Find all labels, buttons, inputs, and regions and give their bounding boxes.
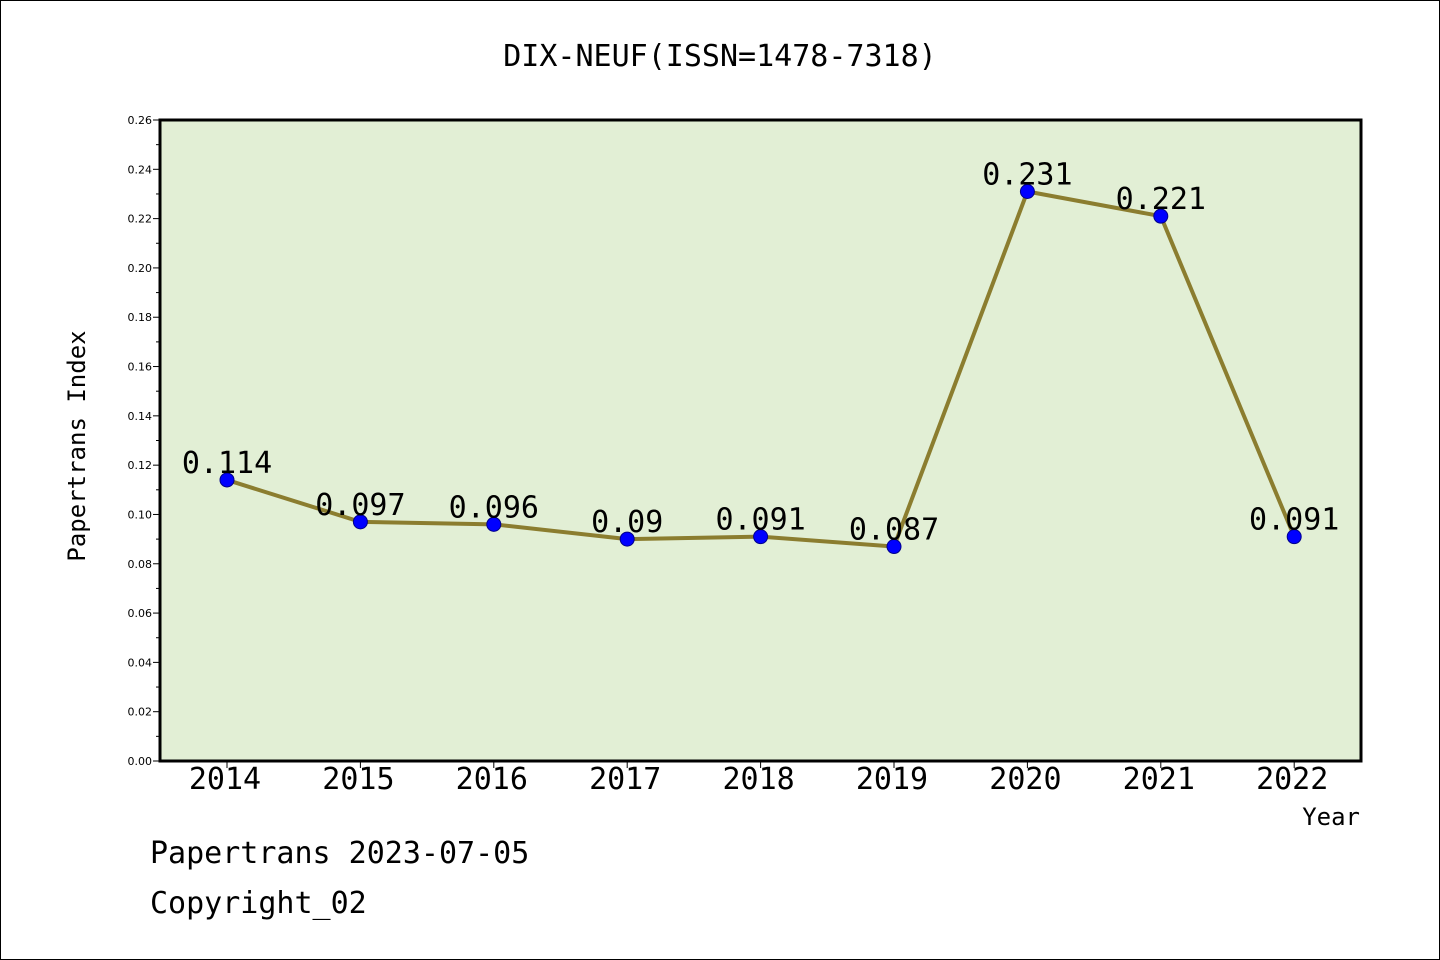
y-tick-label: 0.16 [128, 361, 153, 374]
y-tick-label: 0.18 [128, 311, 153, 324]
y-tick-label: 0.26 [128, 114, 153, 127]
y-tick-label: 0.02 [128, 706, 153, 719]
data-point [753, 529, 769, 545]
y-axis: 0.00 0.02 0.04 0.06 0.08 0.10 0.12 0.14 0.16 0.18… [128, 114, 160, 768]
data-label: 0.087 [849, 513, 939, 548]
data-point [1286, 529, 1302, 545]
chart-title: DIX-NEUF(ISSN=1478-7318) [503, 39, 936, 74]
series: 0.114 0.097 0.096 0.09 0.091 0.087 0.231 0.221 0… [182, 157, 1339, 555]
data-label: 0.097 [315, 488, 405, 523]
x-axis: 2014 2015 2016 2017 2018 2019 2020 2021 2022 [189, 761, 1328, 797]
data-label: 0.091 [715, 503, 805, 538]
y-tick-label: 0.12 [128, 459, 153, 472]
x-tick-label: 2020 [989, 762, 1061, 797]
x-tick-label: 2015 [322, 762, 394, 797]
data-label: 0.09 [591, 505, 663, 540]
data-point [1019, 183, 1035, 199]
data-label: 0.231 [982, 157, 1072, 192]
x-tick-label: 2017 [589, 762, 661, 797]
x-tick-label: 2019 [856, 762, 928, 797]
data-label: 0.114 [182, 446, 272, 481]
y-tick-label: 0.10 [128, 508, 153, 521]
footer-date-line: Papertrans 2023-07-05 [150, 836, 530, 871]
y-tick-label: 0.20 [128, 262, 153, 275]
x-tick-label: 2021 [1123, 762, 1195, 797]
y-tick-label: 0.22 [128, 213, 153, 226]
data-label: 0.096 [449, 490, 539, 525]
y-tick-label: 0.08 [128, 558, 153, 571]
data-point [219, 472, 235, 488]
plot-area [158, 118, 1363, 763]
y-tick-label: 0.06 [128, 607, 153, 620]
data-point [1153, 208, 1169, 224]
y-tick-label: 0.24 [128, 163, 153, 176]
x-tick-label: 2018 [722, 762, 794, 797]
x-tick-label: 2014 [189, 762, 261, 797]
x-axis-label: Year [1302, 803, 1360, 831]
x-tick-label: 2022 [1256, 762, 1328, 797]
data-label: 0.221 [1116, 182, 1206, 217]
data-point [886, 539, 902, 555]
x-tick-label: 2016 [456, 762, 528, 797]
y-tick-label: 0.04 [128, 656, 153, 669]
y-tick-label: 0.00 [128, 755, 153, 768]
y-tick-label: 0.14 [128, 410, 153, 423]
footer-copyright: Copyright_02 [150, 886, 367, 921]
data-label: 0.091 [1249, 503, 1339, 538]
data-point [619, 531, 635, 547]
data-point [486, 516, 502, 532]
data-point [352, 514, 368, 530]
y-axis-label: Papertrans Index [63, 330, 91, 561]
